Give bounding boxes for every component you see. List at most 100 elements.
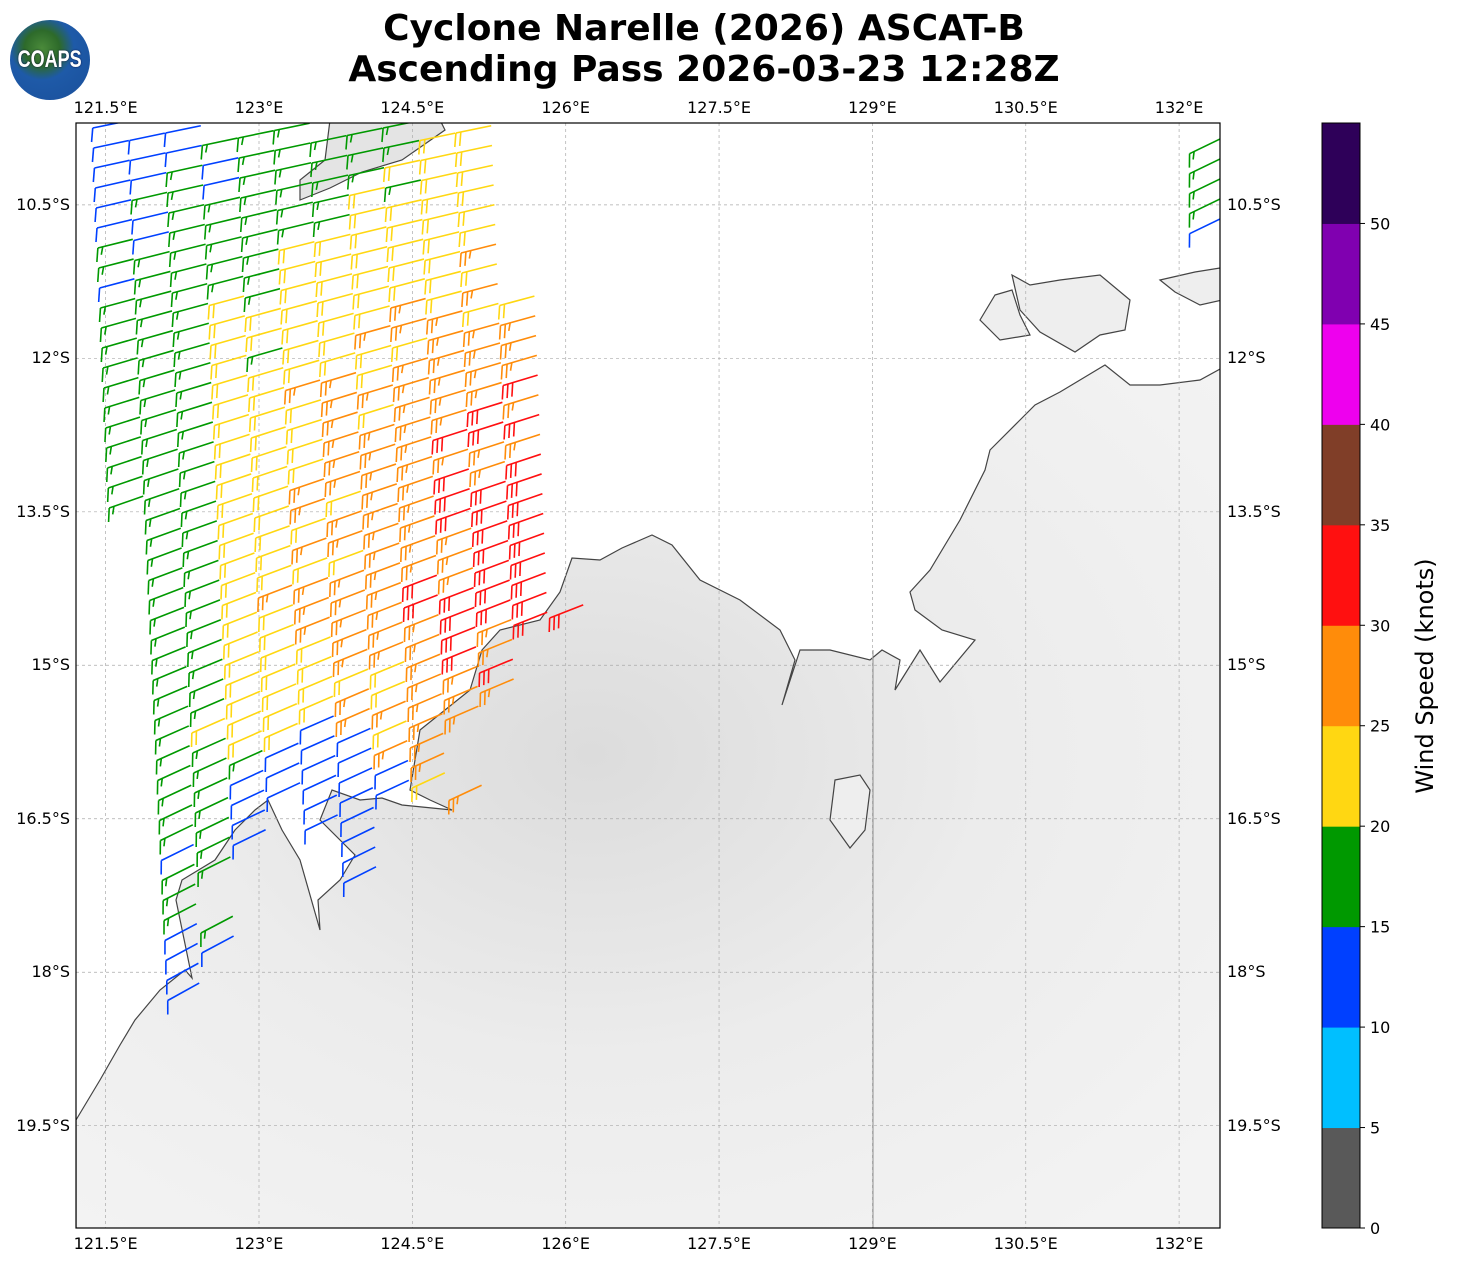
wind-barb <box>332 648 368 678</box>
wind-barb <box>461 302 499 328</box>
wind-barb <box>464 362 502 388</box>
wind-barb <box>381 123 412 143</box>
wind-barb <box>421 211 459 235</box>
colorbar-tick-label: 5 <box>1370 1119 1380 1138</box>
wind-barb <box>500 354 538 380</box>
wind-barb <box>341 846 376 878</box>
wind-barb <box>245 327 282 353</box>
wind-barb <box>426 329 464 355</box>
wind-barb <box>181 520 218 548</box>
wind-barb <box>237 149 275 173</box>
wind-barb <box>429 389 466 415</box>
wind-barb <box>148 586 184 615</box>
wind-barb <box>408 712 443 743</box>
wind-barb <box>166 982 200 1015</box>
wind-barb <box>279 280 317 305</box>
wind-barb <box>348 206 386 230</box>
colorbar-segment <box>1322 323 1360 425</box>
bathurst-island <box>979 289 1031 341</box>
wind-barb <box>276 221 314 245</box>
wind-barb <box>386 238 424 263</box>
lat-tick-left: 18°S <box>31 962 70 982</box>
wind-barb <box>1188 218 1220 248</box>
lon-tick-bottom: 121.5°E <box>73 1234 138 1253</box>
colorbar-tick-label: 30 <box>1370 616 1390 635</box>
wind-barb <box>411 772 446 803</box>
wind-barb <box>320 391 358 418</box>
wind-barb <box>204 236 242 260</box>
wind-barb <box>403 614 439 643</box>
wind-barb <box>548 604 584 633</box>
colorbar: 0 5 10 15 20 25 30 35 40 45 50 <box>1321 122 1390 1238</box>
wind-barb <box>504 433 541 460</box>
lon-tick-bottom: 130.5°E <box>993 1234 1058 1253</box>
wind-barb <box>292 557 328 585</box>
wind-barb <box>102 376 139 403</box>
lon-tick-top: 124.5°E <box>380 98 445 117</box>
wind-barb <box>505 453 542 480</box>
wind-barb <box>228 749 263 780</box>
wind-barb <box>231 809 266 840</box>
wind-barb <box>187 658 223 688</box>
wind-barb <box>172 322 210 348</box>
wind-barb <box>224 670 260 700</box>
wind-barb <box>339 787 374 818</box>
wind-barb <box>365 581 402 610</box>
wind-barb <box>382 139 420 163</box>
wind-barb <box>322 431 359 458</box>
wind-barb <box>153 705 189 735</box>
colorbar-segment <box>1322 123 1360 224</box>
wind-barb <box>195 816 230 848</box>
wind-barb <box>394 416 431 443</box>
wind-barb <box>107 495 144 523</box>
wind-barb <box>280 300 318 325</box>
wind-barb <box>216 492 253 520</box>
wind-barb <box>223 651 259 680</box>
wind-barb <box>435 507 471 535</box>
wind-barb <box>364 542 400 570</box>
colorbar-segment <box>1322 223 1360 325</box>
lon-tick-bottom: 132°E <box>1154 1234 1204 1253</box>
wind-barb <box>97 278 135 303</box>
wind-barb <box>171 302 209 328</box>
wind-barb <box>467 421 504 448</box>
wind-barb <box>338 767 373 798</box>
map-frame <box>75 122 1221 1229</box>
wind-barb <box>288 478 325 505</box>
wind-barb <box>479 678 514 708</box>
wind-barb <box>250 446 287 473</box>
wind-barb <box>354 324 391 350</box>
wind-barb <box>293 576 329 605</box>
wind-barb <box>299 715 334 745</box>
wind-barb <box>249 426 286 453</box>
wind-barb <box>260 663 296 693</box>
wind-barb <box>447 784 482 815</box>
wind-barb <box>317 312 354 338</box>
wind-barb <box>168 223 205 248</box>
wind-barb <box>203 196 241 220</box>
wind-barb <box>164 922 198 955</box>
wind-barb <box>362 502 398 530</box>
melville-island <box>1011 273 1131 353</box>
wind-barb <box>441 646 477 675</box>
wind-barb <box>436 547 473 575</box>
lat-tick-left: 15°S <box>31 655 70 675</box>
wind-barb <box>155 744 190 775</box>
wind-barb <box>191 737 226 768</box>
wind-barb <box>229 769 264 800</box>
wind-barb <box>304 814 338 845</box>
wind-barb <box>174 362 211 388</box>
wind-barb <box>392 376 430 403</box>
wind-barb <box>406 673 442 703</box>
wind-barb <box>254 525 290 553</box>
wind-barb <box>397 475 434 503</box>
wind-barb <box>146 547 182 575</box>
wind-barb <box>442 665 478 695</box>
wind-barb <box>511 591 547 620</box>
wind-barb <box>325 490 362 518</box>
wind-barb <box>456 184 494 208</box>
wind-barb <box>176 401 213 428</box>
wind-barb <box>476 618 512 648</box>
wind-barb <box>471 500 507 528</box>
